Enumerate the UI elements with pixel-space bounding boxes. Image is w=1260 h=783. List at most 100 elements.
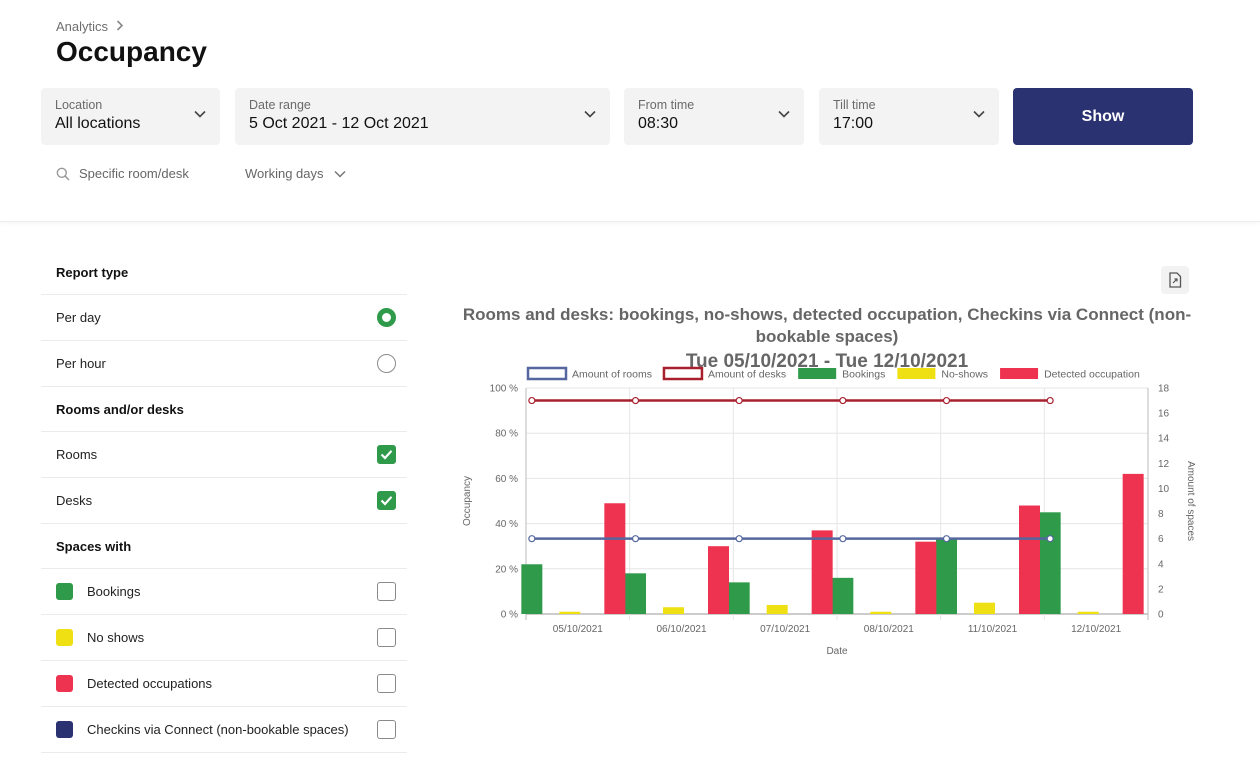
y2-tick-label: 2 bbox=[1158, 584, 1164, 595]
x-tick-label: 11/10/2021 bbox=[968, 624, 1018, 635]
bookings-checkbox[interactable] bbox=[377, 582, 396, 601]
per-day-radio[interactable] bbox=[377, 308, 396, 327]
room-desk-search[interactable]: Specific room/desk bbox=[56, 166, 189, 181]
legend-swatch bbox=[526, 366, 568, 381]
report-options-panel: Report type Per day Per hour Rooms and/o… bbox=[41, 250, 407, 753]
no-shows-color-swatch bbox=[56, 629, 73, 646]
till-time-value: 17:00 bbox=[833, 115, 874, 132]
bar-detected-occupation bbox=[604, 503, 626, 614]
rooms-label: Rooms bbox=[56, 447, 98, 462]
detected-occupations-option[interactable]: Detected occupations bbox=[41, 661, 407, 707]
legend-label: Amount of desks bbox=[708, 369, 786, 381]
date-range-label: Date range bbox=[249, 98, 311, 112]
line-point bbox=[942, 396, 951, 405]
location-value: All locations bbox=[55, 115, 141, 132]
bookings-color-swatch bbox=[56, 583, 73, 600]
y-tick-label: 0 % bbox=[501, 610, 518, 621]
till-time-select[interactable]: Till time 17:00 bbox=[819, 88, 999, 145]
checkmark-icon bbox=[380, 450, 393, 460]
detected-occupations-color-swatch bbox=[56, 675, 73, 692]
rooms-option[interactable]: Rooms bbox=[41, 432, 407, 478]
line-point bbox=[1046, 396, 1054, 405]
checkins-checkbox[interactable] bbox=[377, 720, 396, 739]
chart-subtitle: Tue 05/10/2021 - Tue 12/10/2021 bbox=[685, 351, 969, 372]
from-time-select[interactable]: From time 08:30 bbox=[624, 88, 804, 145]
per-hour-radio[interactable] bbox=[377, 354, 396, 373]
export-button[interactable] bbox=[1161, 266, 1189, 294]
x-tick-label: 07/10/2021 bbox=[760, 624, 810, 635]
till-time-label: Till time bbox=[833, 98, 876, 112]
desks-label: Desks bbox=[56, 493, 93, 508]
bar-detected-occupation bbox=[708, 546, 729, 614]
detected-occupations-checkbox[interactable] bbox=[377, 674, 396, 693]
y-tick-label: 40 % bbox=[495, 519, 518, 530]
y2-tick-label: 18 bbox=[1158, 384, 1170, 395]
line-point bbox=[1046, 535, 1054, 543]
line-point bbox=[528, 396, 536, 405]
x-axis-title: Date bbox=[826, 646, 848, 657]
occupancy-chart: 0 % 20 % 40 % 60 % 80 % 100 % 0 2 4 6 8 10 12 14 16 18 0… bbox=[462, 366, 1196, 657]
y2-tick-label: 10 bbox=[1158, 484, 1170, 495]
rooms-checkbox[interactable] bbox=[377, 445, 396, 464]
header: Analytics Occupancy Location All locatio… bbox=[0, 0, 1260, 222]
chevron-down-icon bbox=[584, 110, 596, 118]
bar-detected-occupation bbox=[811, 530, 833, 614]
y2-tick-label: 0 bbox=[1158, 610, 1164, 621]
y-tick-label: 60 % bbox=[495, 474, 518, 485]
chevron-down-icon bbox=[973, 110, 985, 118]
bookings-label: Bookings bbox=[87, 584, 141, 599]
bar-detected-occupation bbox=[915, 541, 937, 614]
no-shows-checkbox[interactable] bbox=[377, 628, 396, 647]
location-select[interactable]: Location All locations bbox=[41, 88, 220, 145]
breadcrumb-analytics-link[interactable]: Analytics bbox=[56, 19, 109, 34]
chevron-down-icon bbox=[333, 170, 346, 178]
search-input[interactable]: Specific room/desk bbox=[79, 166, 189, 181]
bar-no-shows bbox=[559, 611, 581, 614]
bar-bookings bbox=[728, 582, 750, 614]
y2-tick-label: 16 bbox=[1158, 409, 1170, 420]
line-point bbox=[839, 535, 847, 543]
y-tick-label: 20 % bbox=[495, 564, 518, 575]
show-button[interactable]: Show bbox=[1013, 88, 1193, 145]
bar-bookings bbox=[936, 539, 957, 614]
working-days-label: Working days bbox=[245, 166, 324, 181]
report-type-title: Report type bbox=[41, 250, 407, 295]
checkins-connect-option[interactable]: Checkins via Connect (non-bookable space… bbox=[41, 707, 407, 753]
location-label: Location bbox=[55, 98, 103, 112]
legend-label: Detected occupation bbox=[1044, 369, 1140, 381]
legend-swatch bbox=[662, 366, 704, 381]
report-type-per-day[interactable]: Per day bbox=[41, 295, 407, 341]
y2-tick-label: 12 bbox=[1158, 459, 1170, 470]
working-days-select[interactable]: Working days bbox=[245, 166, 346, 181]
date-range-select[interactable]: Date range 5 Oct 2021 - 12 Oct 2021 bbox=[235, 88, 610, 145]
legend-swatch bbox=[1000, 368, 1039, 379]
chevron-down-icon bbox=[778, 110, 790, 118]
chevron-down-icon bbox=[194, 110, 206, 118]
line-point bbox=[942, 535, 951, 543]
x-tick-label: 08/10/2021 bbox=[864, 624, 914, 635]
bookings-option[interactable]: Bookings bbox=[41, 569, 407, 615]
bar-detected-occupation bbox=[1122, 473, 1144, 614]
checkmark-icon bbox=[380, 496, 393, 506]
rooms-desks-title: Rooms and/or desks bbox=[41, 387, 407, 432]
line-point bbox=[631, 535, 640, 543]
report-type-per-hour[interactable]: Per hour bbox=[41, 341, 407, 387]
y-tick-label: 80 % bbox=[495, 429, 518, 440]
desks-checkbox[interactable] bbox=[377, 491, 396, 510]
legend-label: Amount of rooms bbox=[572, 369, 652, 381]
no-shows-option[interactable]: No shows bbox=[41, 615, 407, 661]
bar-no-shows bbox=[974, 602, 995, 614]
bar-detected-occupation bbox=[1019, 505, 1040, 614]
from-time-value: 08:30 bbox=[638, 115, 679, 132]
export-file-icon bbox=[1169, 272, 1182, 288]
y-axis-title: Occupancy bbox=[462, 476, 473, 526]
legend-swatch bbox=[897, 368, 936, 379]
line-point bbox=[735, 535, 743, 543]
chart-title: Rooms and desks: bookings, no-shows, det… bbox=[440, 304, 1214, 373]
line-point bbox=[528, 535, 536, 543]
y2-tick-label: 8 bbox=[1158, 509, 1164, 520]
bar-bookings bbox=[521, 564, 543, 614]
per-hour-label: Per hour bbox=[56, 356, 106, 371]
desks-option[interactable]: Desks bbox=[41, 478, 407, 524]
y2-axis-title: Amount of spaces bbox=[1185, 461, 1196, 541]
